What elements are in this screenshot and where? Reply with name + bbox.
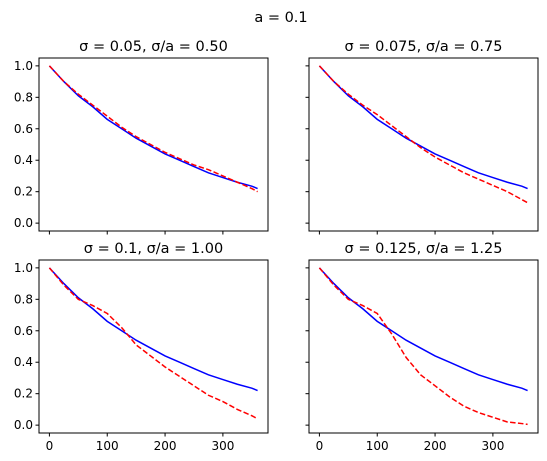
subplot-3: σ = 0.1, σ/a = 1.00 0 100 200 300 0.0 0.2 0.4 0.… — [14, 241, 269, 453]
y-tick-label: 0.8 — [14, 90, 33, 104]
series-line-dashed — [318, 267, 528, 426]
subplot-title: σ = 0.075, σ/a = 0.75 — [345, 39, 503, 55]
subplot-1: σ = 0.05, σ/a = 0.50 0.0 0.2 0.4 0.6 0.8 1.0 — [14, 39, 269, 235]
series-line-solid — [48, 65, 258, 190]
y-tick-label: 0.4 — [14, 355, 33, 369]
x-tick-label: 200 — [154, 439, 177, 453]
x-tick-label: 0 — [316, 439, 324, 453]
x-tick-label: 200 — [424, 439, 447, 453]
y-tick-label: 0.2 — [14, 387, 33, 401]
series-line-solid — [48, 267, 258, 392]
series-line-dashed — [318, 65, 528, 204]
x-tick-label: 300 — [481, 439, 504, 453]
axes-frame — [38, 259, 269, 434]
series-line-solid — [318, 267, 528, 392]
x-tick-label: 100 — [96, 439, 119, 453]
x-tick-label: 100 — [366, 439, 389, 453]
y-tick-label: 0.4 — [14, 153, 33, 167]
axes-frame — [38, 57, 269, 232]
y-tick-label: 0.8 — [14, 292, 33, 306]
y-tick-label: 1.0 — [14, 59, 33, 73]
subplot-title: σ = 0.05, σ/a = 0.50 — [79, 39, 228, 55]
x-tick-label: 300 — [211, 439, 234, 453]
axes-frame — [308, 57, 539, 232]
axes-frame — [308, 259, 539, 434]
subplot-title: σ = 0.1, σ/a = 1.00 — [84, 241, 223, 257]
y-tick-label: 0.0 — [14, 418, 33, 432]
y-tick-label: 0.2 — [14, 185, 33, 199]
figure-suptitle: a = 0.1 — [254, 10, 307, 26]
y-tick-label: 0.6 — [14, 324, 33, 338]
subplot-2: σ = 0.075, σ/a = 0.75 — [305, 39, 539, 235]
subplot-4: σ = 0.125, σ/a = 1.25 0 100 200 300 — [305, 241, 539, 453]
x-tick-label: 0 — [46, 439, 54, 453]
y-tick-label: 0.0 — [14, 216, 33, 230]
panels-group: σ = 0.05, σ/a = 0.500.00.20.40.60.81.0σ … — [14, 39, 539, 453]
series-line-solid — [318, 65, 528, 190]
series-line-dashed — [48, 267, 258, 420]
subplot-title: σ = 0.125, σ/a = 1.25 — [345, 241, 503, 257]
series-line-dashed — [48, 65, 258, 193]
y-tick-label: 1.0 — [14, 261, 33, 275]
y-tick-label: 0.6 — [14, 122, 33, 136]
